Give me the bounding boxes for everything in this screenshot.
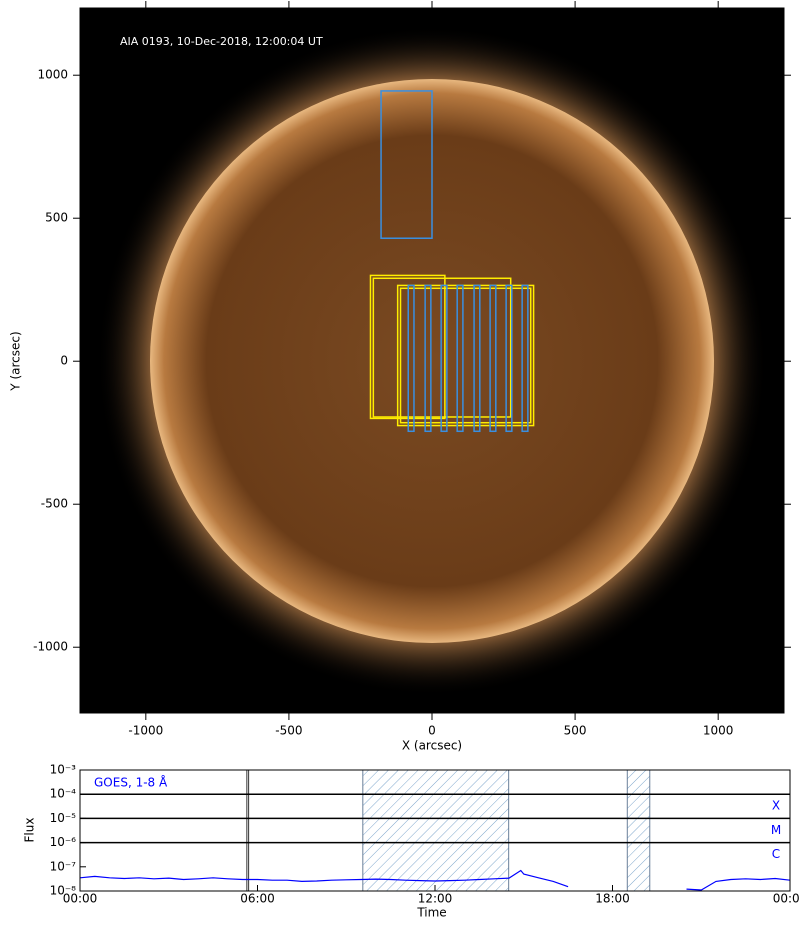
y-tick-label: 10⁻⁷	[50, 859, 77, 873]
flux-line	[79, 869, 791, 891]
region-box	[440, 284, 448, 433]
y-tick-label: 10⁻⁴	[50, 787, 77, 801]
flare-class-label: X	[772, 799, 780, 813]
y-tick-label: 0	[60, 354, 68, 368]
x-tick-label: 0	[428, 724, 436, 738]
region-box	[473, 284, 481, 433]
y-tick-label: 10⁻⁵	[50, 811, 77, 825]
solar-disk	[150, 79, 714, 643]
region-box	[424, 284, 432, 433]
y-tick-label: -500	[41, 497, 68, 511]
x-axis-label: Time	[416, 906, 446, 920]
flare-class-label: C	[772, 847, 780, 861]
annotation: AIA 0193, 10-Dec-2018, 12:00:04 UT	[120, 35, 323, 48]
y-tick-label: 10⁻⁶	[50, 835, 77, 849]
image-panel: AIA 0193, 10-Dec-2018, 12:00:04 UT X (ar…	[9, 1, 791, 753]
region-box	[489, 284, 497, 433]
shaded-interval	[626, 769, 651, 892]
y-tick-label: 10⁻³	[50, 763, 77, 777]
y-tick-label: 500	[45, 211, 68, 225]
region-box	[380, 90, 433, 239]
region-box	[407, 284, 415, 433]
x-tick-label: 18:00	[595, 892, 630, 906]
region-box	[399, 287, 532, 424]
region-box	[456, 284, 464, 433]
x-tick-label: 06:00	[240, 892, 275, 906]
y-tick-label: 10⁻⁸	[50, 884, 77, 898]
shaded-interval	[362, 769, 510, 892]
region-box	[396, 284, 535, 427]
x-tick-label: -1000	[128, 724, 163, 738]
region-box	[372, 277, 512, 418]
goes-panel: Time Flux XMC GOES, 1-8 Å 00:00 06:00 12:00 1…	[23, 763, 799, 920]
x-tick-label: 00:00	[63, 892, 98, 906]
x-tick-label: -500	[275, 724, 302, 738]
x-tick-label: 00:00	[773, 892, 799, 906]
legend-label: GOES, 1-8 Å	[94, 775, 168, 790]
region-box	[505, 284, 513, 433]
x-tick-label: 500	[564, 724, 587, 738]
x-tick-label: 1000	[703, 724, 734, 738]
y-tick-label: 1000	[37, 68, 68, 82]
x-tick-label: 12:00	[418, 892, 453, 906]
flare-class-label: M	[771, 823, 781, 837]
y-axis-label: Flux	[23, 818, 37, 843]
y-tick-label: -1000	[33, 640, 68, 654]
region-box	[521, 284, 529, 433]
x-axis-label: X (arcsec)	[402, 739, 462, 753]
y-axis-label: Y (arcsec)	[9, 331, 23, 391]
